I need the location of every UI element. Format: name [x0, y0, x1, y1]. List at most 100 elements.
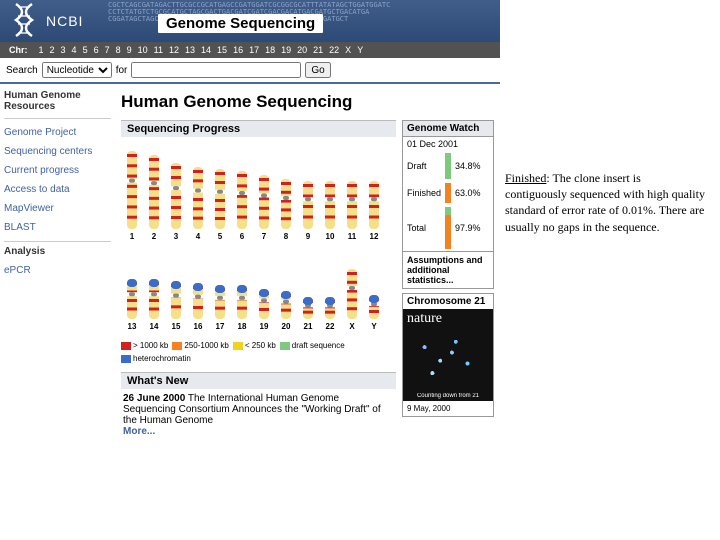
svg-text:18: 18: [238, 322, 247, 331]
main-content: Human Genome Sequencing Sequencing Progr…: [115, 84, 500, 445]
sidebar: Human Genome Resources Genome Project Seq…: [0, 84, 115, 445]
svg-text:1: 1: [130, 232, 135, 241]
site-logo-text: NCBI: [46, 13, 83, 29]
svg-text:5: 5: [218, 232, 223, 241]
watch-date: 01 Dec 2001: [403, 137, 493, 151]
chr-link-19[interactable]: 19: [278, 45, 294, 55]
watch-row: Draft34.8%: [403, 151, 493, 181]
svg-text:3: 3: [174, 232, 179, 241]
chr-link-11[interactable]: 11: [151, 45, 166, 55]
legend-item: 250-1000 kb: [172, 341, 228, 350]
chr-link-8[interactable]: 8: [113, 45, 124, 55]
banner-title: Genome Sequencing: [158, 14, 323, 33]
svg-text:12: 12: [370, 232, 379, 241]
annotation-term: Finished: [505, 171, 546, 185]
search-bar: Search Nucleotide for Go: [0, 58, 500, 84]
svg-text:4: 4: [196, 232, 201, 241]
page-title: Human Genome Sequencing: [121, 92, 494, 112]
sidebar-item[interactable]: MapViewer: [4, 203, 111, 214]
chr-label: Chr:: [6, 45, 31, 55]
sidebar-item[interactable]: Access to data: [4, 184, 111, 195]
chr-link-13[interactable]: 13: [182, 45, 198, 55]
nature-logo: nature: [407, 311, 442, 327]
svg-text:Y: Y: [371, 322, 377, 331]
chr-link-21[interactable]: 21: [310, 45, 326, 55]
search-label: Search: [6, 65, 38, 76]
legend-item: draft sequence: [280, 341, 345, 350]
svg-text:17: 17: [216, 322, 225, 331]
sidebar-item[interactable]: ePCR: [4, 265, 111, 276]
svg-text:2: 2: [152, 232, 157, 241]
sidebar-item[interactable]: Genome Project: [4, 127, 111, 138]
svg-text:16: 16: [194, 322, 203, 331]
nature-hd: Chromosome 21: [403, 294, 493, 309]
svg-text:7: 7: [262, 232, 267, 241]
sidebar-heading-2: Analysis: [4, 246, 111, 257]
dna-icon: [6, 2, 42, 38]
svg-text:11: 11: [348, 232, 357, 241]
more-link[interactable]: More...: [123, 426, 155, 437]
nature-date: 9 May, 2000: [403, 401, 493, 416]
header-banner: NCBI CGCTCAGCGATAGACTTGCGCCGCATGAGCCGATG…: [0, 0, 500, 42]
svg-text:14: 14: [150, 322, 159, 331]
chr-link-18[interactable]: 18: [262, 45, 278, 55]
chr-link-7[interactable]: 7: [102, 45, 113, 55]
chr-link-10[interactable]: 10: [135, 45, 151, 55]
chr-link-X[interactable]: X: [342, 45, 354, 55]
whatsnew-text: 26 June 2000 The International Human Gen…: [121, 389, 396, 441]
chr-link-17[interactable]: 17: [246, 45, 262, 55]
nature-cover[interactable]: nature Counting down from 21: [403, 309, 493, 401]
search-db-select[interactable]: Nucleotide: [42, 62, 112, 78]
chromosome-ideogram: 12345678910111213141516171819202122XY > …: [121, 141, 396, 368]
chr-link-20[interactable]: 20: [294, 45, 310, 55]
chr-link-12[interactable]: 12: [166, 45, 182, 55]
svg-text:9: 9: [306, 232, 311, 241]
ideogram-legend: > 1000 kb 250-1000 kb < 250 kb draft sequen…: [121, 338, 396, 366]
nature-box: Chromosome 21 nature Counting down from …: [402, 293, 494, 417]
svg-text:6: 6: [240, 232, 245, 241]
watch-more[interactable]: Assumptions and additional statistics...: [403, 251, 493, 288]
svg-text:X: X: [349, 322, 355, 331]
chr-link-15[interactable]: 15: [214, 45, 230, 55]
svg-text:19: 19: [260, 322, 269, 331]
sidebar-item[interactable]: Current progress: [4, 165, 111, 176]
legend-item: > 1000 kb: [121, 341, 168, 350]
whatsnew-date: 26 June 2000: [123, 393, 185, 404]
svg-text:21: 21: [304, 322, 313, 331]
chr-link-22[interactable]: 22: [326, 45, 342, 55]
sidebar-item[interactable]: Sequencing centers: [4, 146, 111, 157]
chr-link-5[interactable]: 5: [80, 45, 91, 55]
svg-text:10: 10: [326, 232, 335, 241]
svg-text:15: 15: [172, 322, 181, 331]
legend-item: heterochromatin: [121, 354, 191, 363]
chr-link-14[interactable]: 14: [198, 45, 214, 55]
chromosome-nav: Chr: 12345678910111213141516171819202122…: [0, 42, 500, 58]
watch-row: Finished63.0%: [403, 181, 493, 205]
watch-row: Total97.9%: [403, 205, 493, 251]
section-progress-hd: Sequencing Progress: [121, 120, 396, 137]
chr-link-6[interactable]: 6: [91, 45, 102, 55]
legend-item: < 250 kb: [233, 341, 276, 350]
svg-text:20: 20: [282, 322, 291, 331]
chr-link-3[interactable]: 3: [58, 45, 69, 55]
search-for-label: for: [116, 65, 128, 76]
chr-link-4[interactable]: 4: [69, 45, 80, 55]
genome-watch-box: Genome Watch 01 Dec 2001 Draft34.8%Finis…: [402, 120, 494, 289]
search-input[interactable]: [131, 62, 301, 78]
watch-title: Genome Watch: [403, 121, 493, 137]
go-button[interactable]: Go: [305, 62, 330, 78]
chr-link-2[interactable]: 2: [47, 45, 58, 55]
nature-art: [409, 331, 487, 385]
nature-caption: Counting down from 21: [405, 393, 491, 399]
chr-link-Y[interactable]: Y: [354, 45, 366, 55]
chr-link-9[interactable]: 9: [124, 45, 135, 55]
chr-link-1[interactable]: 1: [36, 45, 47, 55]
section-whatsnew-hd: What's New: [121, 372, 396, 389]
sidebar-item[interactable]: BLAST: [4, 222, 111, 233]
annotation-callout: Finished: The clone insert is contiguous…: [505, 170, 705, 235]
sidebar-heading: Human Genome Resources: [4, 90, 111, 112]
svg-text:13: 13: [128, 322, 137, 331]
svg-text:8: 8: [284, 232, 289, 241]
svg-text:22: 22: [326, 322, 335, 331]
chr-link-16[interactable]: 16: [230, 45, 246, 55]
